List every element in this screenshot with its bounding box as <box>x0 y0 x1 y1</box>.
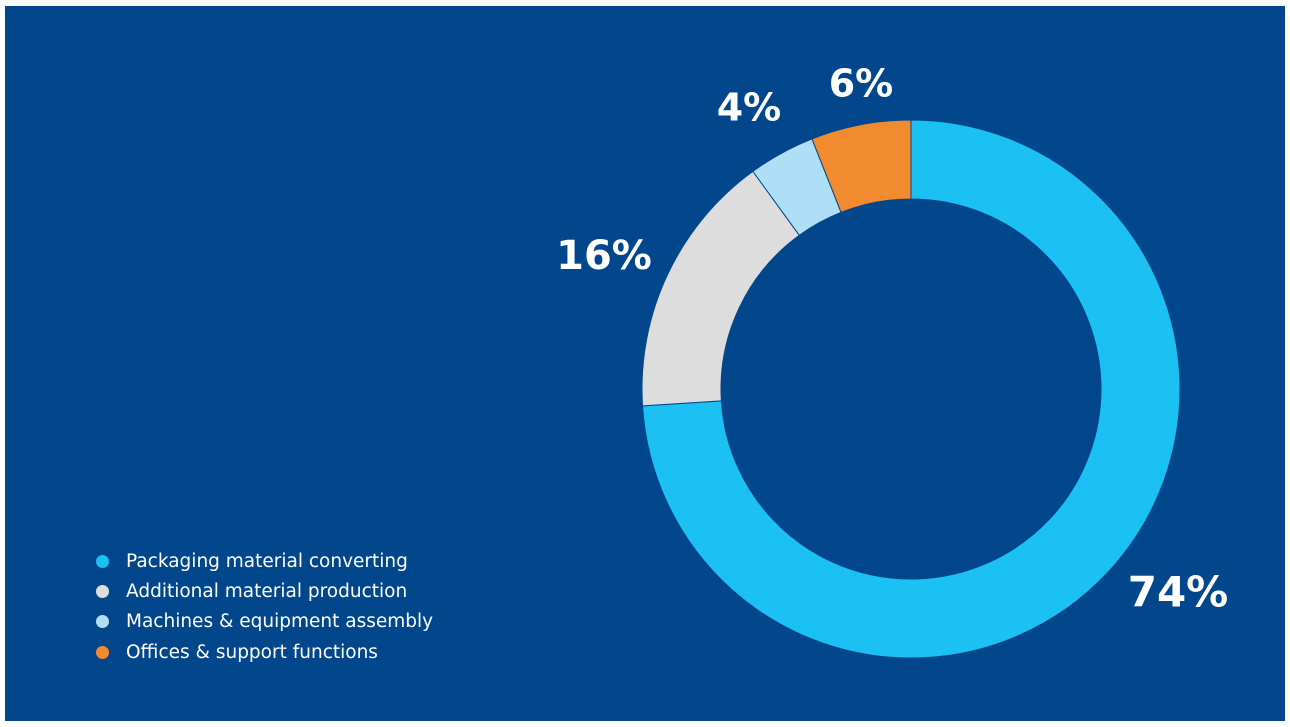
slice-value-label: 6% <box>829 62 894 106</box>
donut-chart: 74% 16% 4% 6% <box>556 62 1229 659</box>
chart-panel: 74% 16% 4% 6% Packaging material converting… <box>5 6 1285 721</box>
legend-swatch <box>96 584 109 598</box>
slice-value-label: 4% <box>717 86 782 130</box>
donut-slice <box>641 170 801 407</box>
slice-value-label: 16% <box>556 233 652 279</box>
legend-swatch <box>96 615 109 629</box>
legend-label: Offices & support functions <box>126 641 378 663</box>
legend-label: Machines & equipment assembly <box>126 611 434 633</box>
legend-item: Offices & support functions <box>96 637 433 667</box>
legend-item: Additional material production <box>96 576 433 606</box>
legend-item: Machines & equipment assembly <box>96 607 433 637</box>
legend-item: Packaging material converting <box>96 546 433 576</box>
legend-swatch <box>96 645 109 659</box>
legend-swatch <box>96 554 109 568</box>
donut-slice <box>811 119 912 213</box>
legend-label: Additional material production <box>126 580 408 602</box>
slice-value-label: 74% <box>1128 568 1229 617</box>
donut-slice <box>641 119 1181 659</box>
legend-label: Packaging material converting <box>126 550 408 572</box>
chart-legend: Packaging material converting Additional… <box>96 546 433 667</box>
